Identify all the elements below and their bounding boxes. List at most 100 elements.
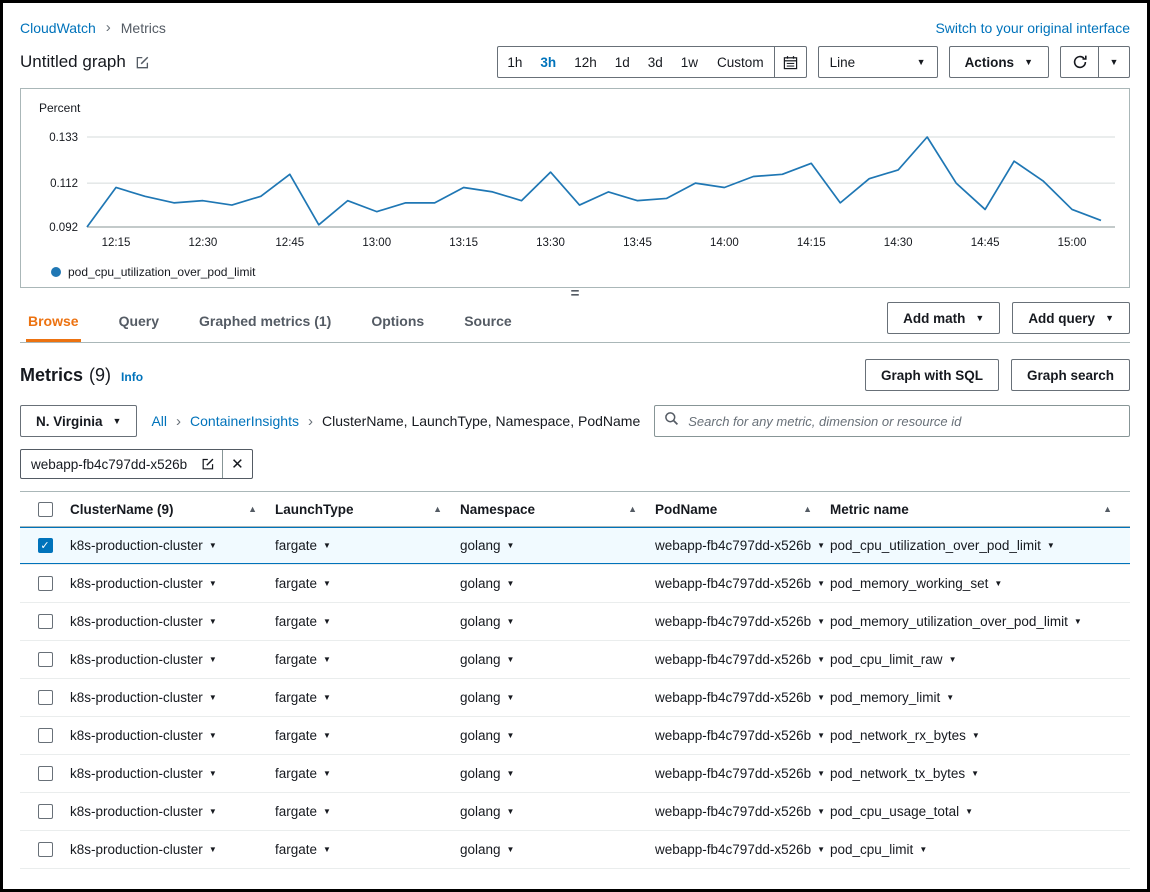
chart-legend[interactable]: pod_cpu_utilization_over_pod_limit <box>51 265 1123 279</box>
path-all-link[interactable]: All <box>151 413 167 429</box>
graph-with-sql-button[interactable]: Graph with SQL <box>865 359 999 391</box>
select-all-checkbox[interactable] <box>38 502 53 517</box>
namespace-cell[interactable]: golang▼ <box>460 690 655 705</box>
table-row[interactable]: k8s-production-cluster▼fargate▼golang▼we… <box>20 831 1130 869</box>
time-range-1h[interactable]: 1h <box>498 47 531 77</box>
pod-name-cell[interactable]: webapp-fb4c797dd-x526b▼ <box>655 842 830 857</box>
cluster-name-cell[interactable]: k8s-production-cluster▼ <box>70 804 275 819</box>
cluster-name-cell[interactable]: k8s-production-cluster▼ <box>70 842 275 857</box>
filter-caret-icon[interactable]: ▼ <box>817 655 825 664</box>
time-range-1w[interactable]: 1w <box>672 47 707 77</box>
filter-caret-icon[interactable]: ▼ <box>507 655 515 664</box>
table-row[interactable]: k8s-production-cluster▼fargate▼golang▼we… <box>20 641 1130 679</box>
row-checkbox[interactable] <box>38 804 53 819</box>
refresh-options-caret[interactable]: ▼ <box>1098 47 1129 77</box>
cluster-name-cell[interactable]: k8s-production-cluster▼ <box>70 690 275 705</box>
row-checkbox[interactable] <box>38 728 53 743</box>
pod-name-cell[interactable]: webapp-fb4c797dd-x526b▼ <box>655 538 830 553</box>
column-header-metric-name[interactable]: Metric name <box>830 502 909 517</box>
table-row[interactable]: k8s-production-cluster▼fargate▼golang▼we… <box>20 603 1130 641</box>
table-row[interactable]: k8s-production-cluster▼fargate▼golang▼we… <box>20 755 1130 793</box>
metric-name-cell[interactable]: pod_cpu_limit▼ <box>830 842 1130 857</box>
cluster-name-cell[interactable]: k8s-production-cluster▼ <box>70 538 275 553</box>
filter-caret-icon[interactable]: ▼ <box>323 655 331 664</box>
cluster-name-cell[interactable]: k8s-production-cluster▼ <box>70 728 275 743</box>
namespace-cell[interactable]: golang▼ <box>460 728 655 743</box>
namespace-cell[interactable]: golang▼ <box>460 614 655 629</box>
column-header-podname[interactable]: PodName <box>655 502 717 517</box>
filter-caret-icon[interactable]: ▼ <box>817 807 825 816</box>
tab-options[interactable]: Options <box>369 303 426 342</box>
filter-caret-icon[interactable]: ▼ <box>1074 617 1082 626</box>
filter-caret-icon[interactable]: ▼ <box>209 541 217 550</box>
graph-type-select[interactable]: Line ▼ <box>818 46 938 78</box>
region-select[interactable]: N. Virginia ▼ <box>20 405 137 437</box>
metric-name-cell[interactable]: pod_memory_utilization_over_pod_limit▼ <box>830 614 1130 629</box>
filter-caret-icon[interactable]: ▼ <box>209 617 217 626</box>
edit-filter-icon[interactable] <box>194 450 222 478</box>
row-checkbox[interactable] <box>38 576 53 591</box>
filter-caret-icon[interactable]: ▼ <box>323 845 331 854</box>
launch-type-cell[interactable]: fargate▼ <box>275 804 460 819</box>
row-checkbox[interactable] <box>38 614 53 629</box>
sort-ascending-icon[interactable]: ▲ <box>803 504 812 514</box>
filter-caret-icon[interactable]: ▼ <box>817 541 825 550</box>
namespace-cell[interactable]: golang▼ <box>460 766 655 781</box>
filter-caret-icon[interactable]: ▼ <box>209 579 217 588</box>
filter-caret-icon[interactable]: ▼ <box>209 731 217 740</box>
column-header-clustername[interactable]: ClusterName (9) <box>70 502 174 517</box>
add-math-button[interactable]: Add math ▼ <box>887 302 1000 334</box>
filter-caret-icon[interactable]: ▼ <box>323 731 331 740</box>
pod-name-cell[interactable]: webapp-fb4c797dd-x526b▼ <box>655 652 830 667</box>
filter-caret-icon[interactable]: ▼ <box>919 845 927 854</box>
table-row[interactable]: ✓k8s-production-cluster▼fargate▼golang▼w… <box>20 527 1130 565</box>
switch-interface-link[interactable]: Switch to your original interface <box>935 20 1130 36</box>
sort-ascending-icon[interactable]: ▲ <box>248 504 257 514</box>
metric-name-cell[interactable]: pod_cpu_utilization_over_pod_limit▼ <box>830 538 1130 553</box>
metric-name-cell[interactable]: pod_network_tx_bytes▼ <box>830 766 1130 781</box>
launch-type-cell[interactable]: fargate▼ <box>275 538 460 553</box>
filter-caret-icon[interactable]: ▼ <box>972 731 980 740</box>
pod-name-cell[interactable]: webapp-fb4c797dd-x526b▼ <box>655 728 830 743</box>
launch-type-cell[interactable]: fargate▼ <box>275 690 460 705</box>
filter-caret-icon[interactable]: ▼ <box>323 769 331 778</box>
filter-caret-icon[interactable]: ▼ <box>507 617 515 626</box>
filter-caret-icon[interactable]: ▼ <box>507 807 515 816</box>
sort-ascending-icon[interactable]: ▲ <box>433 504 442 514</box>
time-range-3d[interactable]: 3d <box>639 47 672 77</box>
time-range-12h[interactable]: 12h <box>565 47 606 77</box>
row-checkbox[interactable] <box>38 766 53 781</box>
add-query-button[interactable]: Add query ▼ <box>1012 302 1130 334</box>
time-range-1d[interactable]: 1d <box>606 47 639 77</box>
tab-query[interactable]: Query <box>117 303 161 342</box>
tab-source[interactable]: Source <box>462 303 513 342</box>
launch-type-cell[interactable]: fargate▼ <box>275 652 460 667</box>
filter-caret-icon[interactable]: ▼ <box>1047 541 1055 550</box>
time-range-3h[interactable]: 3h <box>531 47 565 77</box>
namespace-cell[interactable]: golang▼ <box>460 538 655 553</box>
refresh-icon[interactable] <box>1061 47 1098 77</box>
pod-name-cell[interactable]: webapp-fb4c797dd-x526b▼ <box>655 614 830 629</box>
cluster-name-cell[interactable]: k8s-production-cluster▼ <box>70 766 275 781</box>
namespace-cell[interactable]: golang▼ <box>460 652 655 667</box>
filter-caret-icon[interactable]: ▼ <box>817 579 825 588</box>
path-namespace-link[interactable]: ContainerInsights <box>190 413 299 429</box>
launch-type-cell[interactable]: fargate▼ <box>275 728 460 743</box>
table-row[interactable]: k8s-production-cluster▼fargate▼golang▼we… <box>20 565 1130 603</box>
metric-name-cell[interactable]: pod_network_rx_bytes▼ <box>830 728 1130 743</box>
metric-name-cell[interactable]: pod_memory_limit▼ <box>830 690 1130 705</box>
cluster-name-cell[interactable]: k8s-production-cluster▼ <box>70 614 275 629</box>
filter-caret-icon[interactable]: ▼ <box>817 617 825 626</box>
tab-browse[interactable]: Browse <box>26 303 81 342</box>
filter-caret-icon[interactable]: ▼ <box>323 617 331 626</box>
filter-caret-icon[interactable]: ▼ <box>971 769 979 778</box>
pod-name-cell[interactable]: webapp-fb4c797dd-x526b▼ <box>655 804 830 819</box>
filter-caret-icon[interactable]: ▼ <box>817 845 825 854</box>
cluster-name-cell[interactable]: k8s-production-cluster▼ <box>70 652 275 667</box>
filter-caret-icon[interactable]: ▼ <box>507 769 515 778</box>
sort-ascending-icon[interactable]: ▲ <box>628 504 637 514</box>
metric-name-cell[interactable]: pod_cpu_limit_raw▼ <box>830 652 1130 667</box>
filter-caret-icon[interactable]: ▼ <box>817 693 825 702</box>
namespace-cell[interactable]: golang▼ <box>460 576 655 591</box>
panel-resize-handle[interactable]: = <box>20 288 1130 302</box>
